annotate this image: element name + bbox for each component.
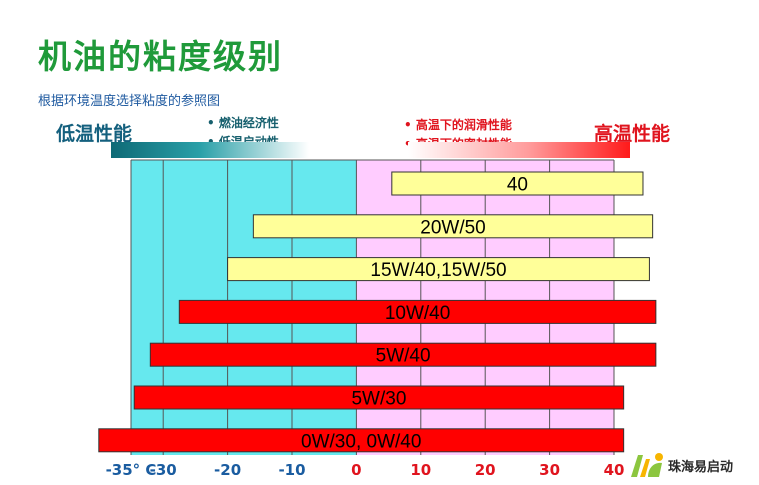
viscosity-bar bbox=[391, 171, 644, 196]
x-tick-label: 40 bbox=[604, 461, 625, 479]
logo-text: 珠海易启动 bbox=[668, 460, 734, 475]
x-tick-label: -35° C bbox=[106, 461, 157, 479]
x-tick-label: -10 bbox=[278, 461, 305, 479]
x-tick-label: 30 bbox=[539, 461, 560, 479]
viscosity-bar bbox=[133, 385, 625, 410]
viscosity-bar-label: 40 bbox=[507, 175, 528, 196]
x-tick-label: 10 bbox=[410, 461, 431, 479]
high-bullet-1: 高温下的润滑性能 bbox=[404, 116, 512, 135]
high-temp-gradient-bar bbox=[408, 142, 630, 158]
x-tick-label: 0 bbox=[351, 461, 361, 479]
x-tick-label: -30 bbox=[150, 461, 177, 479]
viscosity-bar-label: 5W/30 bbox=[351, 389, 406, 410]
x-tick-label: 20 bbox=[475, 461, 496, 479]
viscosity-bar bbox=[227, 257, 650, 282]
low-temp-caption: 低温性能 bbox=[56, 123, 133, 145]
viscosity-bar-label: 0W/30, 0W/40 bbox=[301, 431, 421, 452]
viscosity-bar-label: 10W/40 bbox=[385, 303, 450, 324]
low-temp-gradient-bar bbox=[111, 142, 309, 158]
viscosity-bar-label: 20W/50 bbox=[420, 217, 485, 238]
viscosity-bar-label: 5W/40 bbox=[376, 346, 431, 367]
viscosity-bar bbox=[149, 342, 657, 367]
viscosity-bar bbox=[98, 428, 625, 453]
viscosity-bar bbox=[178, 299, 657, 324]
viscosity-bar-label: 15W/40,15W/50 bbox=[370, 260, 506, 281]
low-bullet-1: 燃油经济性 bbox=[207, 114, 279, 133]
logo-icon bbox=[631, 453, 663, 477]
page-subtitle: 根据环境温度选择粘度的参照图 bbox=[38, 94, 221, 109]
viscosity-bar bbox=[252, 214, 654, 239]
page-title: 机油的粘度级别 bbox=[38, 37, 283, 76]
high-temp-caption: 高温性能 bbox=[594, 123, 671, 145]
x-tick-label: -20 bbox=[214, 461, 241, 479]
